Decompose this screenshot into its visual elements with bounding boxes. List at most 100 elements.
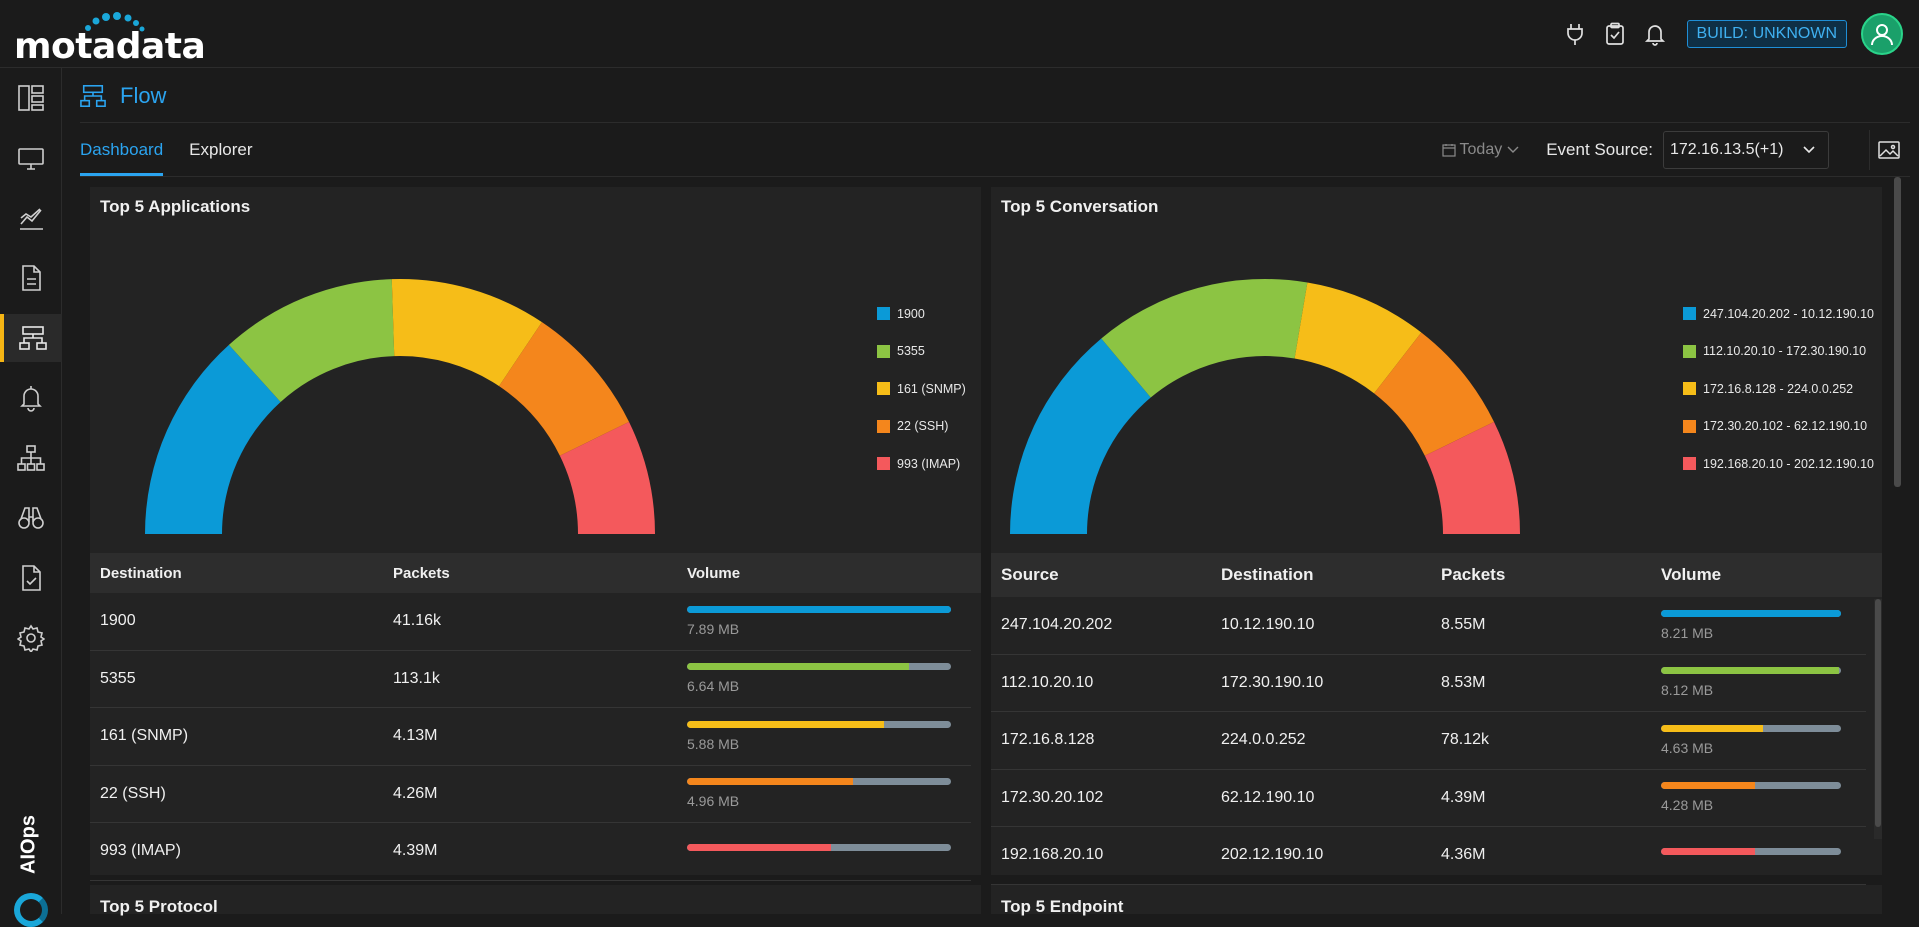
- legend-label: 247.104.20.202 - 10.12.190.10: [1703, 306, 1874, 321]
- scrollbar-thumb[interactable]: [1894, 177, 1901, 487]
- legend-item[interactable]: 5355: [877, 333, 966, 371]
- donut-slice-2[interactable]: [1101, 279, 1308, 398]
- packets-cell: 4.36M: [1441, 846, 1486, 864]
- sidebar-item-monitor[interactable]: [0, 134, 62, 182]
- column-header[interactable]: Packets: [393, 564, 450, 582]
- user-avatar-icon[interactable]: [1861, 13, 1903, 55]
- sidebar-item-logs[interactable]: [0, 254, 62, 302]
- volume-cell: 8.21 MB: [1651, 609, 1861, 641]
- bell-icon[interactable]: [1635, 14, 1675, 54]
- widget-title: Top 5 Conversation: [1001, 197, 1159, 216]
- date-range-value: Today: [1459, 141, 1503, 158]
- table-row[interactable]: 247.104.20.202 10.12.190.10 8.55M 8.21 MB: [991, 597, 1866, 655]
- sidebar-item-topology[interactable]: [0, 434, 62, 482]
- scrollbar-thumb[interactable]: [1875, 599, 1881, 827]
- volume-bar-fill: [687, 605, 951, 613]
- destination-cell: 10.12.190.10: [1221, 616, 1315, 634]
- legend-label: 993 (IMAP): [897, 456, 961, 471]
- report-check-icon: [22, 565, 41, 591]
- sidebar-item-alerts[interactable]: [0, 374, 62, 422]
- event-source-select[interactable]: 172.16.13.5(+1): [1663, 131, 1829, 169]
- sidebar-item-settings[interactable]: [0, 614, 62, 662]
- source-cell: 172.30.20.102: [1001, 788, 1104, 806]
- logo-text: motadata: [14, 26, 206, 67]
- volume-value: 8.21 MB: [1661, 624, 1714, 641]
- legend-swatch: [877, 307, 890, 321]
- donut-slice-5[interactable]: [1424, 421, 1520, 534]
- table-row[interactable]: 192.168.20.10 202.12.190.10 4.36M: [991, 827, 1866, 885]
- image-icon: [1877, 141, 1900, 159]
- donut-slice-2[interactable]: [228, 279, 395, 402]
- page-scrollbar[interactable]: [1893, 177, 1902, 914]
- clipboard-check-icon[interactable]: [1595, 14, 1635, 54]
- table-row[interactable]: 1900 41.16k 7.89 MB: [90, 593, 971, 651]
- legend-label: 1900: [897, 306, 925, 321]
- sidebar-item-metrics[interactable]: [0, 194, 62, 242]
- flow-icon: [19, 326, 47, 350]
- widget-top-applications: Top 5 Applications 1900 5355 161 (SNMP) 22 …: [90, 187, 981, 881]
- tab-explorer[interactable]: Explorer: [189, 140, 253, 159]
- legend-item[interactable]: 993 (IMAP): [877, 445, 966, 483]
- plug-icon[interactable]: [1555, 14, 1595, 54]
- sidebar: AIOps: [0, 68, 62, 927]
- table-row[interactable]: 112.10.20.10 172.30.190.10 8.53M 8.12 MB: [991, 655, 1866, 712]
- donut-slice-1[interactable]: [145, 344, 281, 534]
- table-scrollbar[interactable]: [1874, 599, 1882, 839]
- legend-item[interactable]: 22 (SSH): [877, 408, 966, 446]
- applications-donut-chart: [145, 279, 655, 534]
- column-header[interactable]: Volume: [1661, 565, 1722, 584]
- column-header[interactable]: Destination: [1221, 565, 1314, 584]
- table-row[interactable]: 5355 113.1k 6.64 MB: [90, 651, 971, 708]
- legend-swatch: [1683, 344, 1696, 358]
- widget-top-protocol: Top 5 Protocol: [90, 885, 981, 916]
- widget-top-conversation: Top 5 Conversation 247.104.20.202 - 10.1…: [991, 187, 1882, 885]
- table-row[interactable]: 161 (SNMP) 4.13M 5.88 MB: [90, 708, 971, 766]
- volume-cell: 5.88 MB: [677, 720, 971, 752]
- date-range-picker[interactable]: Today: [1441, 141, 1521, 159]
- widget-title: Top 5 Applications: [100, 197, 251, 216]
- column-header[interactable]: Volume: [687, 564, 741, 582]
- volume-value: 4.28 MB: [1661, 797, 1714, 814]
- donut-slice-1[interactable]: [1010, 338, 1151, 534]
- sidebar-item-dashboard[interactable]: [0, 74, 62, 122]
- widget-title: Top 5 Endpoint: [1001, 897, 1124, 916]
- aiops-launcher[interactable]: AIOps: [14, 793, 48, 927]
- table-row[interactable]: 172.30.20.102 62.12.190.10 4.39M 4.28 MB: [991, 770, 1866, 827]
- donut-slice-3[interactable]: [391, 279, 542, 387]
- volume-value: 5.88 MB: [687, 735, 740, 752]
- table-row[interactable]: 172.16.8.128 224.0.0.252 78.12k 4.63 MB: [991, 712, 1866, 770]
- sidebar-item-flow[interactable]: [0, 314, 62, 362]
- legend-swatch: [877, 457, 890, 471]
- volume-bar-fill: [687, 843, 831, 851]
- legend-item[interactable]: 192.168.20.10 - 202.12.190.10: [1683, 445, 1874, 483]
- legend-item[interactable]: 172.16.8.128 - 224.0.0.252: [1683, 370, 1874, 408]
- legend-item[interactable]: 1900: [877, 295, 966, 333]
- legend-item[interactable]: 161 (SNMP): [877, 370, 966, 408]
- donut-slice-4[interactable]: [499, 322, 630, 456]
- donut-slice-3[interactable]: [1294, 282, 1422, 394]
- destination-cell: 202.12.190.10: [1221, 846, 1324, 864]
- volume-value: 4.96 MB: [687, 793, 740, 810]
- volume-bar-fill: [1661, 609, 1841, 617]
- event-source-label: Event Source:: [1546, 140, 1653, 159]
- sidebar-item-explorer[interactable]: [0, 494, 62, 542]
- donut-slice-5[interactable]: [559, 421, 655, 534]
- column-header[interactable]: Packets: [1441, 565, 1506, 584]
- donut-slice-4[interactable]: [1374, 332, 1495, 456]
- column-header[interactable]: Source: [1001, 565, 1059, 584]
- volume-value: 7.89 MB: [687, 620, 740, 637]
- tab-dashboard[interactable]: Dashboard: [80, 130, 164, 176]
- sidebar-item-reports[interactable]: [0, 554, 62, 602]
- aiops-label: AIOps: [17, 815, 40, 874]
- table-row[interactable]: 993 (IMAP) 4.39M: [90, 823, 971, 881]
- export-image-button[interactable]: [1869, 130, 1907, 170]
- brand-logo[interactable]: motadata: [14, 12, 206, 67]
- conversation-table: Source Destination Packets Volume 247.10…: [991, 553, 1882, 885]
- legend-item[interactable]: 112.10.20.10 - 172.30.190.10: [1683, 333, 1874, 371]
- table-row[interactable]: 22 (SSH) 4.26M 4.96 MB: [90, 766, 971, 823]
- legend-item[interactable]: 247.104.20.202 - 10.12.190.10: [1683, 295, 1874, 333]
- volume-bar-fill: [687, 720, 884, 728]
- legend-item[interactable]: 172.30.20.102 - 62.12.190.10: [1683, 408, 1874, 446]
- column-header[interactable]: Destination: [100, 564, 182, 582]
- settings-gear-icon: [17, 624, 45, 652]
